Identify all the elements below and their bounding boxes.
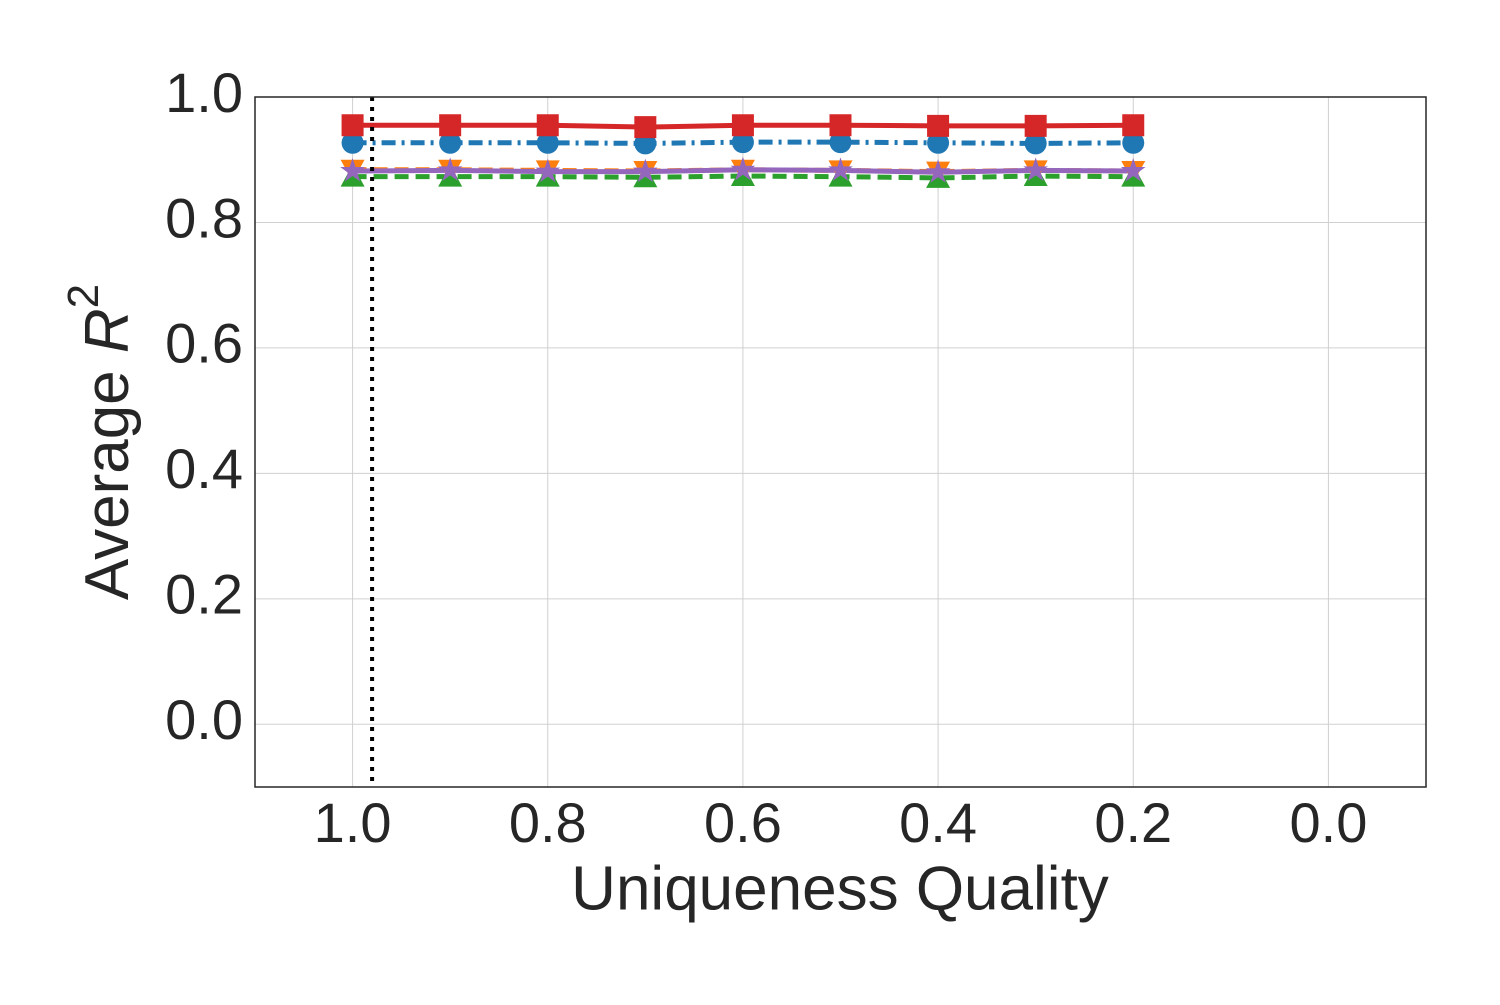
marker xyxy=(535,158,561,183)
marker xyxy=(1122,114,1145,137)
x-tick-label: 0.2 xyxy=(1094,791,1172,854)
y-tick-label: 0.2 xyxy=(165,563,243,626)
marker xyxy=(730,156,756,181)
marker xyxy=(828,164,853,187)
marker xyxy=(829,131,852,154)
x-tick-label: 1.0 xyxy=(314,791,392,854)
marker xyxy=(632,158,658,183)
marker xyxy=(341,131,364,154)
marker xyxy=(1024,114,1047,137)
marker xyxy=(1023,157,1049,181)
marker xyxy=(536,131,559,154)
y-tick-label: 0.8 xyxy=(165,186,243,249)
marker xyxy=(927,131,950,154)
y-tick-label: 0.6 xyxy=(165,312,243,375)
marker xyxy=(1122,131,1145,154)
marker xyxy=(731,114,754,137)
marker xyxy=(927,114,950,137)
marker xyxy=(341,114,364,137)
marker xyxy=(340,158,365,182)
axes-frame xyxy=(254,96,1427,788)
marker xyxy=(829,114,852,137)
x-tick-label: 0.8 xyxy=(509,791,587,854)
x-tick-label: 0.4 xyxy=(899,791,977,854)
marker xyxy=(439,131,462,154)
marker xyxy=(925,159,951,183)
y-tick-label: 0.4 xyxy=(165,437,243,500)
x-axis-label: Uniqueness Quality xyxy=(571,854,1109,923)
marker xyxy=(437,157,463,181)
y-label-sup: 2 xyxy=(59,284,108,308)
marker xyxy=(634,116,657,139)
y-label-text: Average xyxy=(73,353,142,600)
x-tick-label: 0.6 xyxy=(704,791,782,854)
y-tick-label: 1.0 xyxy=(165,61,243,124)
marker xyxy=(828,157,853,181)
plot-area xyxy=(340,97,1146,787)
y-tick-label: 0.0 xyxy=(165,688,243,751)
marker xyxy=(439,114,462,137)
y-label-var: R xyxy=(73,308,142,353)
marker xyxy=(536,114,559,137)
marker xyxy=(731,131,754,154)
marker xyxy=(1120,158,1146,182)
grid xyxy=(255,96,1426,787)
marker xyxy=(1024,132,1047,155)
y-axis-label: Average R2 xyxy=(59,284,143,600)
marker xyxy=(438,164,463,187)
marker xyxy=(730,164,755,187)
x-tick-label: 0.0 xyxy=(1289,791,1367,854)
